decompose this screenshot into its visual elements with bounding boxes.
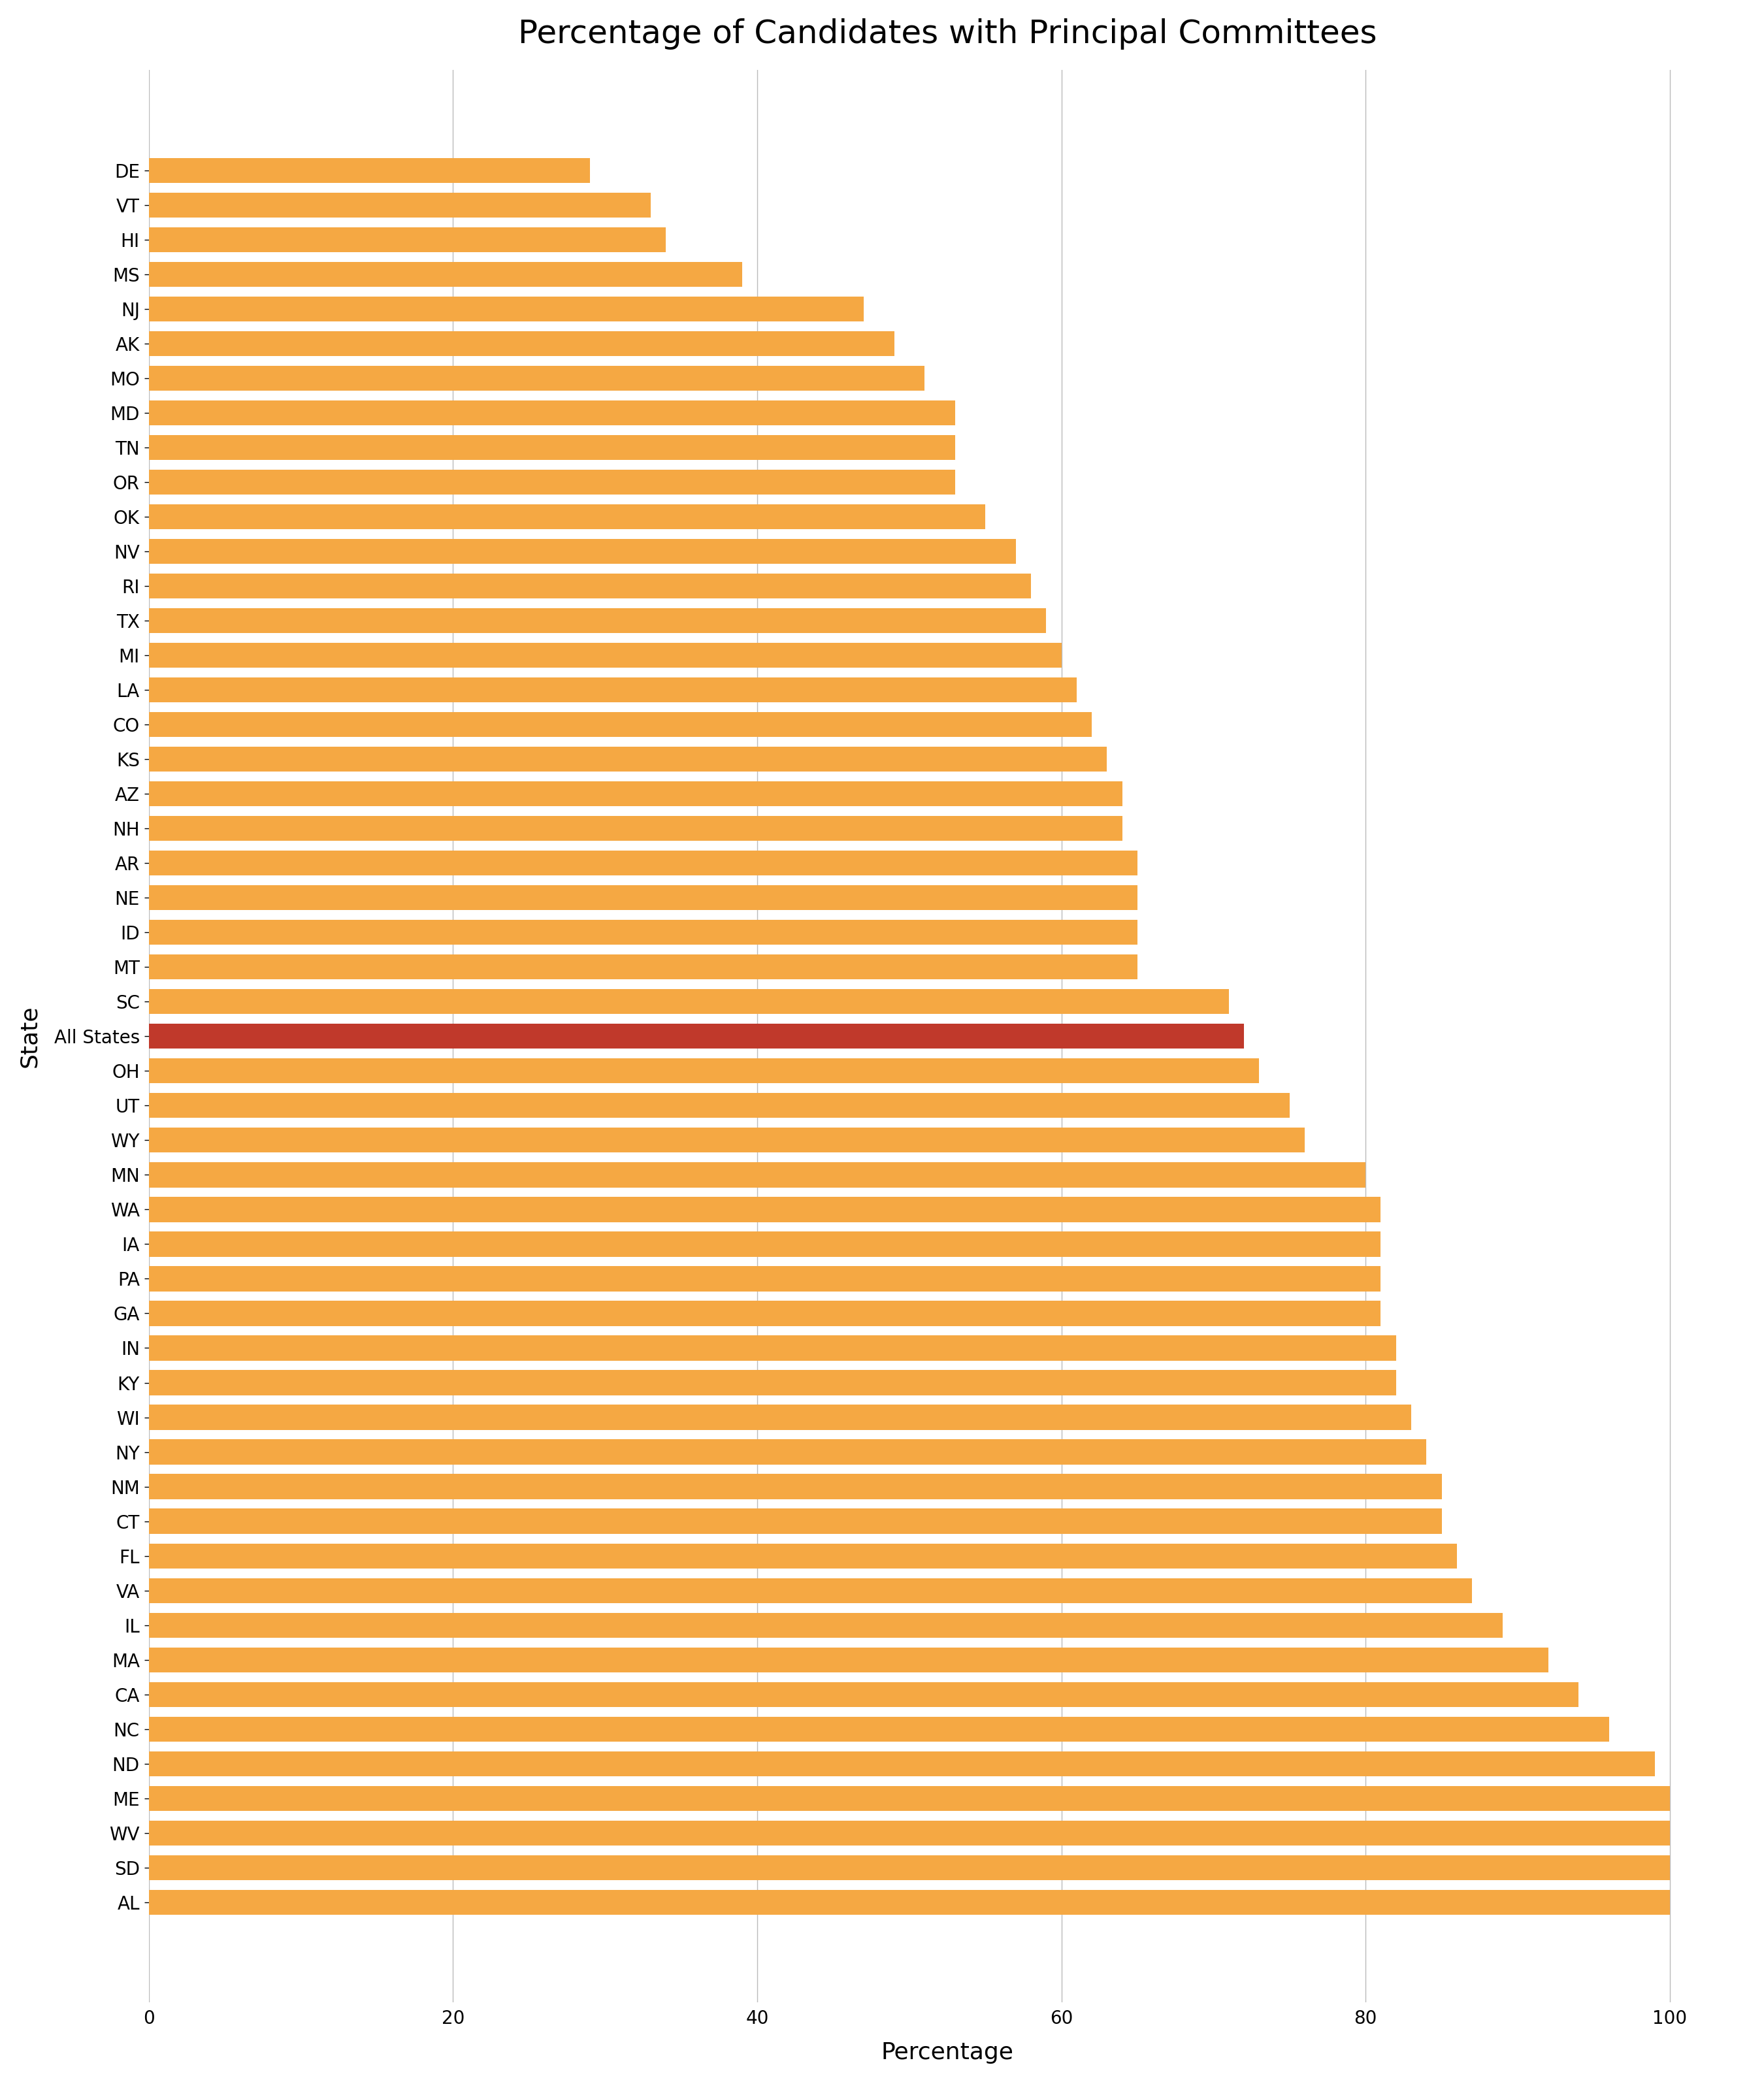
- Bar: [148, 1855, 1671, 1880]
- Bar: [148, 1682, 1579, 1707]
- Bar: [148, 400, 954, 425]
- Bar: [148, 539, 1016, 564]
- Bar: [148, 158, 589, 183]
- Bar: [148, 227, 667, 252]
- Bar: [148, 885, 1138, 910]
- Bar: [148, 1128, 1305, 1153]
- Bar: [148, 262, 743, 287]
- Bar: [148, 1405, 1411, 1430]
- Bar: [148, 608, 1046, 633]
- Bar: [148, 435, 954, 460]
- Bar: [148, 1266, 1381, 1291]
- Bar: [148, 816, 1122, 841]
- Bar: [148, 643, 1062, 668]
- Bar: [148, 575, 1030, 598]
- Bar: [148, 747, 1108, 772]
- Bar: [148, 366, 924, 391]
- Bar: [148, 1509, 1441, 1534]
- Bar: [148, 1301, 1381, 1326]
- Bar: [148, 1474, 1441, 1499]
- Bar: [148, 194, 651, 219]
- Title: Percentage of Candidates with Principal Committees: Percentage of Candidates with Principal …: [519, 19, 1376, 50]
- Bar: [148, 1058, 1259, 1083]
- Bar: [148, 852, 1138, 877]
- Bar: [148, 1439, 1427, 1464]
- Bar: [148, 781, 1122, 806]
- Y-axis label: State: State: [18, 1006, 41, 1068]
- Bar: [148, 1751, 1655, 1776]
- Bar: [148, 1197, 1381, 1222]
- Bar: [148, 296, 864, 321]
- Bar: [148, 471, 954, 496]
- Bar: [148, 1647, 1549, 1672]
- X-axis label: Percentage: Percentage: [880, 2042, 1014, 2063]
- Bar: [148, 677, 1076, 702]
- Bar: [148, 1093, 1289, 1118]
- Bar: [148, 331, 894, 356]
- Bar: [148, 1543, 1457, 1568]
- Bar: [148, 1335, 1395, 1360]
- Bar: [148, 1370, 1395, 1395]
- Bar: [148, 1716, 1609, 1741]
- Bar: [148, 1614, 1503, 1639]
- Bar: [148, 920, 1138, 945]
- Bar: [148, 712, 1092, 737]
- Bar: [148, 1024, 1244, 1049]
- Bar: [148, 1578, 1473, 1603]
- Bar: [148, 504, 986, 529]
- Bar: [148, 989, 1230, 1014]
- Bar: [148, 1786, 1671, 1811]
- Bar: [148, 1233, 1381, 1258]
- Bar: [148, 1890, 1671, 1915]
- Bar: [148, 956, 1138, 979]
- Bar: [148, 1820, 1671, 1845]
- Bar: [148, 1162, 1365, 1187]
